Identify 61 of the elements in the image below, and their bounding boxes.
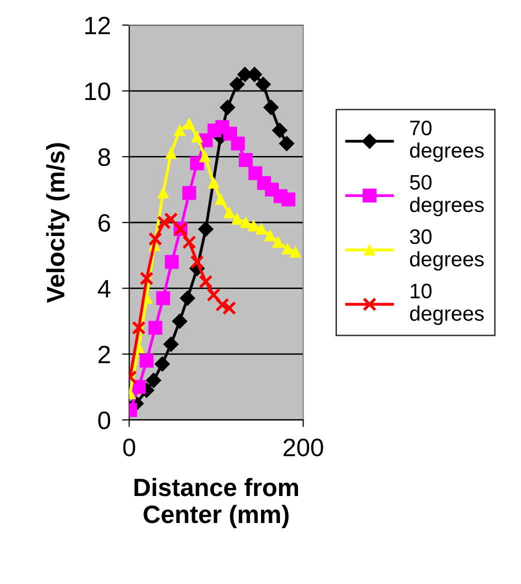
point — [174, 124, 186, 136]
legend-label: 10 degrees — [410, 284, 484, 325]
x-tick-label: 200 — [284, 438, 324, 456]
point — [199, 151, 210, 162]
point — [157, 216, 171, 230]
point — [156, 291, 170, 306]
point — [256, 76, 271, 92]
point — [222, 301, 236, 315]
point — [190, 255, 204, 269]
point — [263, 100, 279, 115]
point — [230, 76, 245, 92]
point — [264, 230, 276, 242]
point — [198, 274, 213, 289]
point — [184, 118, 195, 130]
legend-label: 70 degrees — [410, 120, 484, 162]
y-tick-label: 10 — [85, 82, 110, 100]
point — [154, 356, 170, 372]
point — [231, 136, 245, 150]
point — [206, 288, 221, 302]
point — [290, 246, 301, 258]
y-tick-label: 4 — [98, 280, 110, 298]
point — [172, 314, 188, 329]
point — [240, 216, 252, 228]
point — [140, 271, 154, 286]
point — [158, 187, 169, 198]
y-tick-label: 12 — [85, 16, 110, 34]
point — [164, 255, 179, 269]
y-tick-label: 6 — [98, 214, 110, 232]
point — [272, 122, 288, 138]
point — [232, 214, 243, 225]
point — [140, 354, 154, 368]
point — [163, 336, 179, 352]
point — [282, 243, 294, 254]
y-tick-label: 2 — [98, 346, 110, 364]
point — [148, 320, 162, 335]
point — [164, 212, 178, 226]
point — [182, 186, 196, 200]
point — [248, 220, 260, 232]
point — [224, 207, 235, 218]
point — [220, 100, 236, 115]
legend-label: 50 degrees — [410, 174, 484, 216]
point — [192, 131, 203, 143]
point — [132, 320, 146, 335]
point — [272, 236, 284, 248]
legend-label: 30 degrees — [410, 229, 484, 271]
y-tick-label: 8 — [98, 148, 110, 166]
point — [198, 222, 214, 237]
point — [208, 177, 220, 189]
point — [180, 290, 196, 306]
x-axis-title: Distance from Center (mm) — [134, 478, 298, 528]
point — [215, 194, 226, 206]
point — [165, 148, 177, 159]
y-axis-title: Velocity (m/s) — [46, 143, 70, 303]
y-tick-label: 0 — [98, 412, 110, 430]
point — [146, 372, 162, 388]
point — [238, 153, 253, 167]
point — [279, 136, 294, 152]
point — [256, 224, 268, 235]
point — [182, 235, 196, 250]
point — [148, 232, 162, 246]
point — [281, 192, 296, 206]
